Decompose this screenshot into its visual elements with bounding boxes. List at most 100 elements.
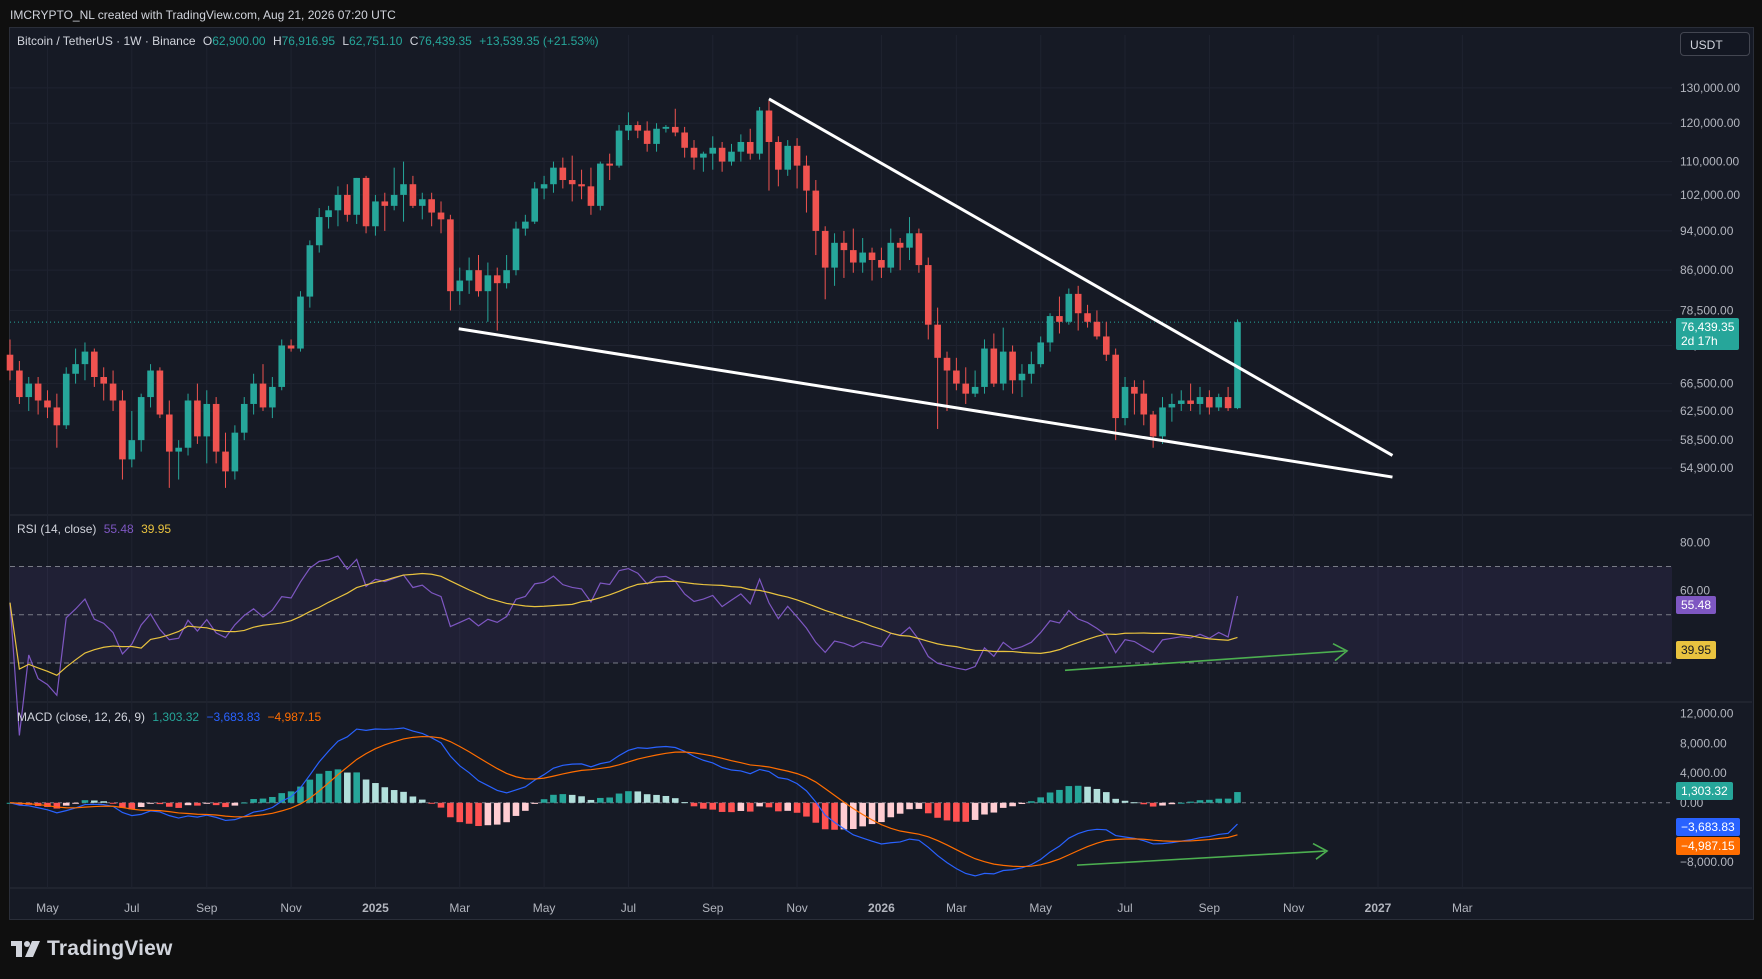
candle: [184, 393, 192, 456]
candle: [784, 140, 792, 176]
candle-body: [493, 275, 501, 284]
macd-hist-bar: [653, 794, 660, 803]
candle: [91, 348, 98, 387]
time-tick-label: 2026: [868, 901, 895, 915]
macd-hist-bar: [362, 779, 370, 803]
candle-body: [859, 252, 866, 263]
candle-body: [184, 400, 192, 448]
candle-body: [681, 132, 688, 148]
currency-button[interactable]: USDT: [1680, 32, 1750, 56]
candle-body: [971, 386, 979, 394]
candle-body: [990, 348, 998, 384]
candle-body: [81, 351, 89, 365]
candle: [1140, 380, 1148, 426]
macd-hist-bar: [1074, 785, 1082, 803]
macd-hist-bar: [606, 797, 613, 803]
candle-body: [587, 186, 595, 206]
candle-body: [915, 233, 923, 266]
candle: [72, 348, 79, 384]
candle-body: [231, 432, 239, 472]
main-legend: Bitcoin / TetherUS · 1W · Binance O62,90…: [17, 34, 603, 48]
candle-body: [1177, 400, 1185, 404]
macd-hist-bar: [465, 802, 473, 824]
candle: [287, 339, 295, 352]
candle-body: [362, 177, 370, 227]
rsi-divergence-arrow: [1064, 650, 1346, 672]
macd-hist-bar: [962, 802, 970, 822]
candle-body: [803, 165, 810, 191]
candle-body: [737, 141, 745, 152]
candle-body: [315, 217, 323, 246]
candle-body: [606, 163, 613, 166]
candle: [1065, 288, 1073, 325]
candle-body: [34, 383, 42, 401]
candle-body: [437, 212, 445, 220]
macd-hist-bar: [456, 802, 464, 823]
macd-hist-bar: [437, 802, 445, 808]
candle: [109, 370, 117, 411]
candle-body: [16, 370, 23, 398]
candle: [887, 228, 895, 273]
candle: [906, 217, 913, 261]
candle: [1149, 410, 1157, 448]
macd-hist-bar: [868, 802, 876, 825]
candle-body: [91, 351, 98, 378]
macd-hist-bar: [831, 802, 838, 830]
candle: [306, 240, 314, 308]
candle-body: [1056, 316, 1063, 322]
macd-hist-bar: [709, 802, 717, 810]
candle: [606, 153, 613, 181]
candle: [1196, 386, 1204, 415]
brand[interactable]: TradingView: [11, 937, 173, 961]
candle-body: [906, 233, 913, 248]
candle: [662, 125, 670, 133]
candle: [597, 161, 604, 211]
macd-hist-bar: [793, 802, 801, 813]
rsi-ma-value: 39.95: [141, 522, 172, 536]
candle: [250, 373, 257, 415]
candle-body: [372, 201, 379, 227]
legend-high: 76,916.95: [281, 34, 336, 48]
candle: [372, 194, 379, 236]
macd-hist-bar: [147, 802, 154, 804]
candle: [850, 228, 857, 273]
legend-change: +13,539.35 (+21.53%): [479, 34, 599, 48]
macd-hist-bar: [568, 794, 576, 803]
candle-body: [418, 199, 426, 206]
macd-hist-bar: [240, 802, 248, 804]
candle-body: [1084, 313, 1091, 322]
candle: [578, 169, 585, 200]
macd-hist-bar: [924, 802, 932, 814]
macd-hist-bar: [259, 798, 267, 803]
macd-hist-bar: [540, 799, 548, 803]
candle-body: [1093, 321, 1101, 337]
candle: [1206, 390, 1213, 415]
macd-hist-bar: [878, 802, 885, 823]
macd-divergence-arrow: [1076, 850, 1326, 866]
candle: [503, 255, 510, 289]
candle-body: [597, 163, 604, 206]
candle-body: [278, 345, 286, 387]
candle-body: [690, 147, 698, 158]
candle: [737, 134, 745, 162]
candle: [16, 360, 23, 404]
candle: [587, 167, 595, 215]
macd-hist-bar: [269, 796, 276, 803]
time-tick-label: Mar: [1452, 901, 1473, 915]
macd-hist-bar: [840, 802, 848, 830]
macd-hist-bar: [1149, 802, 1157, 807]
candle-body: [1168, 403, 1176, 408]
macd-hist-bar: [850, 802, 857, 829]
candle: [831, 233, 838, 286]
candle: [6, 339, 14, 381]
macd-hist-bar: [428, 802, 435, 804]
trendlines: [458, 97, 1394, 479]
candle: [1009, 345, 1016, 394]
candle: [1084, 304, 1091, 328]
macd-hist-bar: [681, 802, 688, 804]
macd-hist-bar: [119, 802, 126, 808]
macd-hist-bar: [981, 802, 988, 815]
macd-hist-bar: [109, 802, 117, 804]
candle: [437, 201, 445, 234]
